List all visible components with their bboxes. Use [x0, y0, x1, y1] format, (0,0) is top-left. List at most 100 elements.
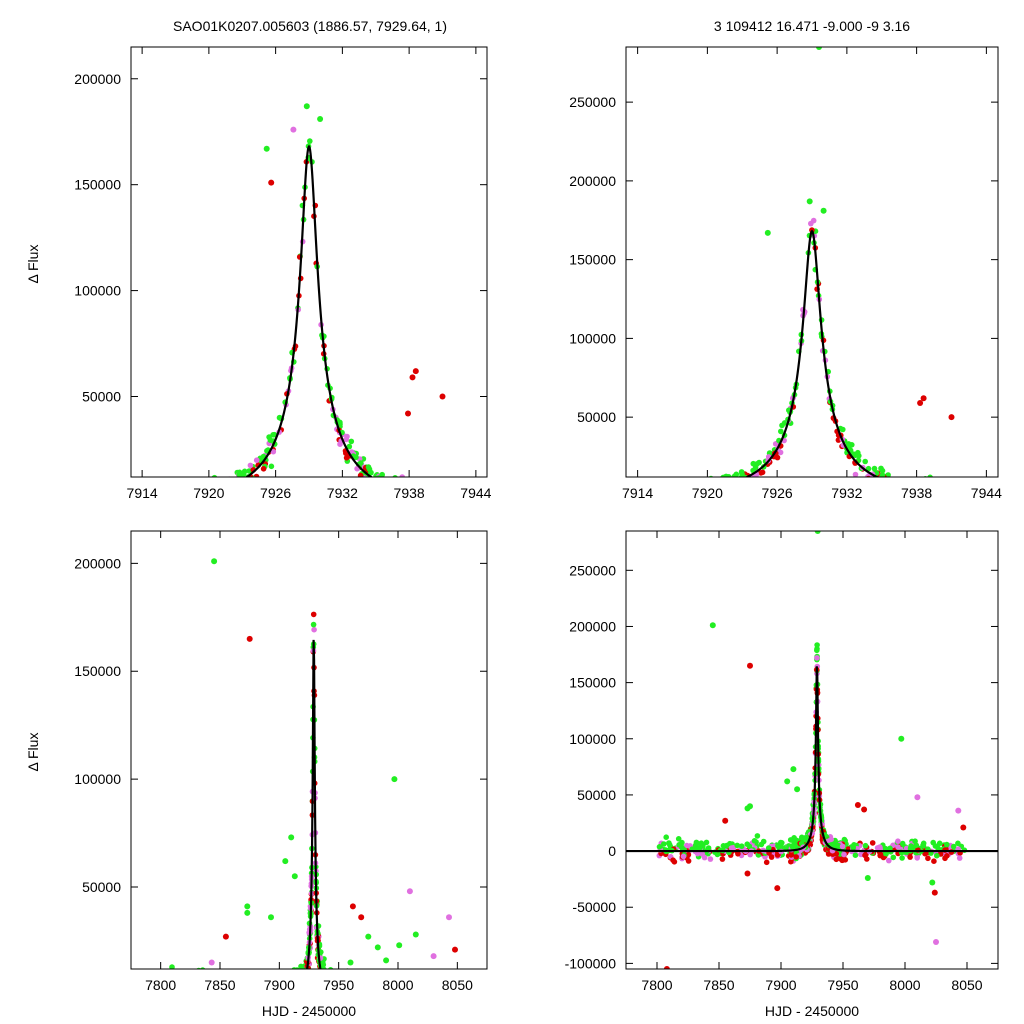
data-point	[236, 993, 242, 999]
data-point	[292, 996, 298, 1002]
data-point	[165, 494, 171, 500]
data-point	[192, 971, 198, 977]
data-point	[311, 626, 317, 633]
data-point	[418, 989, 424, 995]
data-point	[301, 987, 307, 993]
data-point	[178, 500, 184, 506]
data-point	[738, 477, 744, 483]
y-tick-label: 100000	[569, 731, 616, 747]
data-point	[720, 843, 727, 849]
data-point	[325, 970, 331, 976]
data-point	[450, 996, 456, 1002]
data-point	[367, 999, 373, 1005]
y-tick-label: 150000	[74, 177, 121, 193]
data-point	[765, 845, 772, 851]
data-point	[345, 994, 351, 1000]
data-point	[296, 992, 302, 998]
data-point	[298, 992, 304, 998]
data-point	[449, 494, 455, 500]
data-point	[890, 854, 897, 861]
data-point	[293, 997, 299, 1003]
data-point	[200, 967, 206, 969]
data-point	[428, 984, 434, 990]
data-point	[751, 838, 758, 844]
data-point	[759, 469, 766, 476]
data-point	[166, 501, 172, 507]
data-point	[158, 489, 164, 495]
x-tick-label: 7938	[394, 485, 425, 501]
data-point	[920, 843, 927, 849]
data-point	[956, 855, 963, 861]
outlier-point	[709, 622, 716, 629]
data-point	[438, 1003, 444, 1009]
data-point	[210, 1006, 216, 1012]
data-point	[317, 971, 323, 977]
data-point	[224, 484, 230, 490]
outlier-point	[446, 914, 452, 921]
data-point	[430, 988, 436, 994]
outlier-point	[211, 558, 218, 565]
outlier-point	[820, 207, 827, 214]
data-point	[413, 998, 419, 1004]
data-point	[253, 968, 256, 969]
data-point	[301, 980, 307, 986]
data-point	[301, 983, 307, 989]
data-point	[292, 993, 298, 999]
data-point	[450, 499, 456, 505]
data-point	[439, 1001, 445, 1007]
data-point	[359, 988, 365, 994]
data-point	[895, 478, 901, 484]
data-point	[676, 488, 682, 494]
data-point	[159, 993, 165, 999]
data-point	[336, 993, 342, 999]
data-point	[298, 990, 304, 996]
data-point	[429, 994, 435, 1000]
data-point	[667, 483, 673, 489]
data-point	[348, 438, 355, 445]
data-point	[435, 988, 441, 994]
data-point	[166, 489, 172, 495]
data-point	[297, 989, 303, 995]
data-point	[978, 478, 984, 484]
data-point	[680, 493, 686, 499]
data-point	[446, 505, 452, 511]
data-point	[893, 479, 899, 485]
x-tick-label: 8000	[889, 977, 920, 993]
outlier-point	[396, 942, 403, 949]
data-point	[454, 492, 460, 498]
outlier-point	[246, 635, 253, 642]
data-point	[442, 998, 448, 1004]
data-point	[956, 495, 962, 501]
data-point	[963, 483, 969, 489]
data-point	[438, 483, 444, 489]
data-point	[243, 983, 249, 989]
outlier-point	[931, 889, 938, 896]
y-tick-label: 100000	[569, 330, 616, 346]
data-point	[310, 621, 317, 628]
data-point	[446, 490, 452, 496]
data-point	[292, 995, 298, 1001]
data-point	[956, 498, 962, 504]
data-point	[286, 994, 292, 1000]
outlier-point	[244, 903, 251, 910]
outlier-point	[929, 879, 936, 886]
data-point	[879, 481, 885, 487]
data-point	[450, 490, 456, 496]
data-point	[299, 974, 305, 980]
data-point	[230, 487, 236, 493]
data-point	[385, 480, 391, 486]
outlier-point	[412, 931, 419, 938]
data-point	[793, 854, 799, 860]
data-point	[362, 986, 368, 992]
model-fit-curve	[244, 144, 374, 477]
data-point	[240, 470, 247, 477]
data-point	[303, 982, 309, 988]
x-tick-label: 7926	[762, 485, 793, 501]
data-point	[366, 466, 373, 473]
data-point	[937, 487, 943, 493]
data-point	[168, 492, 174, 498]
data-point	[365, 983, 371, 989]
data-point	[374, 487, 380, 493]
data-point	[355, 988, 361, 994]
data-point	[379, 471, 385, 477]
